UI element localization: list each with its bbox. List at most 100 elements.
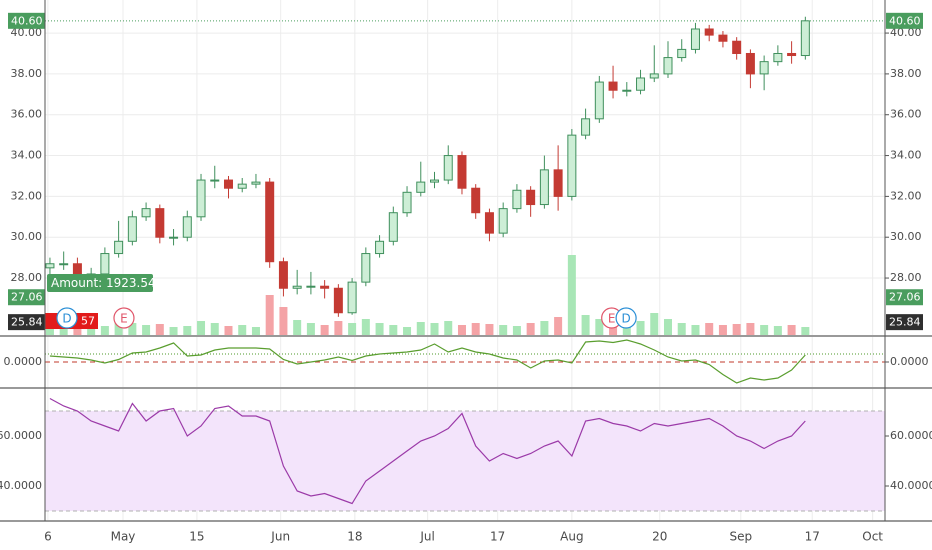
volume-bar	[760, 325, 769, 335]
x-tick-label: Jul	[419, 530, 434, 544]
volume-bar	[444, 321, 453, 335]
candle-body	[333, 287, 343, 314]
volume-bar	[389, 325, 398, 335]
volume-bar	[705, 323, 714, 335]
y-tick-label-right: 0.0000	[890, 355, 929, 368]
candle-body	[787, 52, 797, 57]
volume-bar	[773, 326, 782, 335]
x-tick-label: 15	[189, 530, 204, 544]
volume-bar	[45, 325, 54, 335]
candle-body	[127, 216, 137, 242]
price-badge	[8, 12, 45, 29]
y-tick-label-right: 34.00	[890, 149, 922, 162]
candle-body	[402, 191, 412, 214]
x-tick-label: May	[111, 530, 136, 544]
candle-body	[512, 189, 522, 210]
candle-body	[347, 281, 357, 314]
volume-bar	[471, 323, 480, 335]
volume-bar	[224, 326, 233, 335]
volume-bar	[265, 295, 274, 335]
candle-body	[773, 52, 783, 63]
volume-bar	[430, 323, 439, 335]
candle-body	[100, 253, 110, 275]
event-marker: D	[615, 307, 637, 329]
y-tick-label-left: 60.0000	[0, 429, 42, 442]
volume-bar	[320, 325, 329, 335]
candle-body	[690, 28, 700, 50]
y-tick-label-right: 28.00	[890, 271, 922, 284]
candle-body	[45, 263, 55, 269]
price-badge	[886, 314, 923, 331]
candle-body	[155, 208, 165, 238]
candle-body	[443, 155, 453, 181]
volume-bar	[526, 323, 535, 335]
candle-body	[745, 52, 755, 75]
candle-body	[416, 181, 426, 193]
price-badge-label: 25.84	[889, 316, 921, 329]
volume-bar	[595, 319, 604, 335]
candle-body	[704, 28, 714, 36]
volume-bar	[238, 325, 247, 335]
candle-body	[237, 183, 247, 189]
volume-bar	[142, 325, 151, 335]
x-tick-label: Jun	[270, 530, 290, 544]
volume-bar	[636, 321, 645, 335]
x-tick-label: 18	[347, 530, 362, 544]
x-tick-label: 17	[490, 530, 505, 544]
annotation-badge	[47, 274, 153, 292]
y-tick-label-left: 28.00	[11, 271, 43, 284]
volume-bar	[279, 307, 288, 335]
candle-body	[210, 179, 220, 182]
candle-body	[581, 118, 591, 136]
y-tick-label-left: 38.00	[11, 67, 43, 80]
volume-bar	[251, 327, 260, 335]
volume-bar	[293, 320, 302, 335]
volume-bar	[746, 323, 755, 335]
candle-body	[553, 169, 563, 197]
order-label: 57	[81, 315, 95, 328]
volume-bar	[416, 322, 425, 335]
x-tick-label: 17	[805, 530, 820, 544]
volume-bar	[183, 326, 192, 335]
candle-body	[622, 89, 632, 92]
volume-bar	[622, 323, 631, 335]
volume-bar	[663, 319, 672, 335]
volume-bar	[677, 323, 686, 335]
y-tick-label-left: 30.00	[11, 230, 43, 243]
candle-body	[292, 285, 302, 289]
volume-bar	[375, 323, 384, 335]
candle-body	[484, 212, 494, 234]
event-label: D	[621, 312, 630, 326]
volume-bar	[499, 325, 508, 335]
x-tick-label: 6	[44, 530, 52, 544]
candle-body	[388, 212, 398, 242]
volume-bar	[787, 325, 796, 335]
y-tick-label-left: 40.0000	[0, 479, 42, 492]
event-marker: E	[113, 307, 135, 329]
volume-bar	[801, 327, 810, 335]
volume-bar	[73, 327, 82, 335]
volume-bar	[512, 326, 521, 335]
x-tick-label: Aug	[560, 530, 583, 544]
y-tick-label-right: 32.00	[890, 189, 922, 202]
y-tick-label-left: 34.00	[11, 149, 43, 162]
volume-bar	[691, 325, 700, 335]
candle-body	[223, 179, 233, 189]
volume-bar	[457, 325, 466, 335]
candle-body	[594, 81, 604, 120]
event-label: D	[62, 312, 71, 326]
candle-body	[59, 263, 69, 266]
volume-bar	[128, 323, 137, 335]
volume-bar	[210, 323, 219, 335]
volume-bar	[155, 324, 164, 335]
volume-bar	[718, 325, 727, 335]
candle-body	[498, 208, 508, 234]
annotation: Amount: 1923.54	[51, 276, 156, 290]
candle-body	[278, 261, 288, 289]
band	[45, 411, 885, 511]
volume-bar	[197, 321, 206, 335]
event-circle	[56, 307, 78, 329]
event-label: E	[608, 312, 616, 326]
volume-bar	[361, 319, 370, 335]
candle-body	[265, 181, 275, 263]
